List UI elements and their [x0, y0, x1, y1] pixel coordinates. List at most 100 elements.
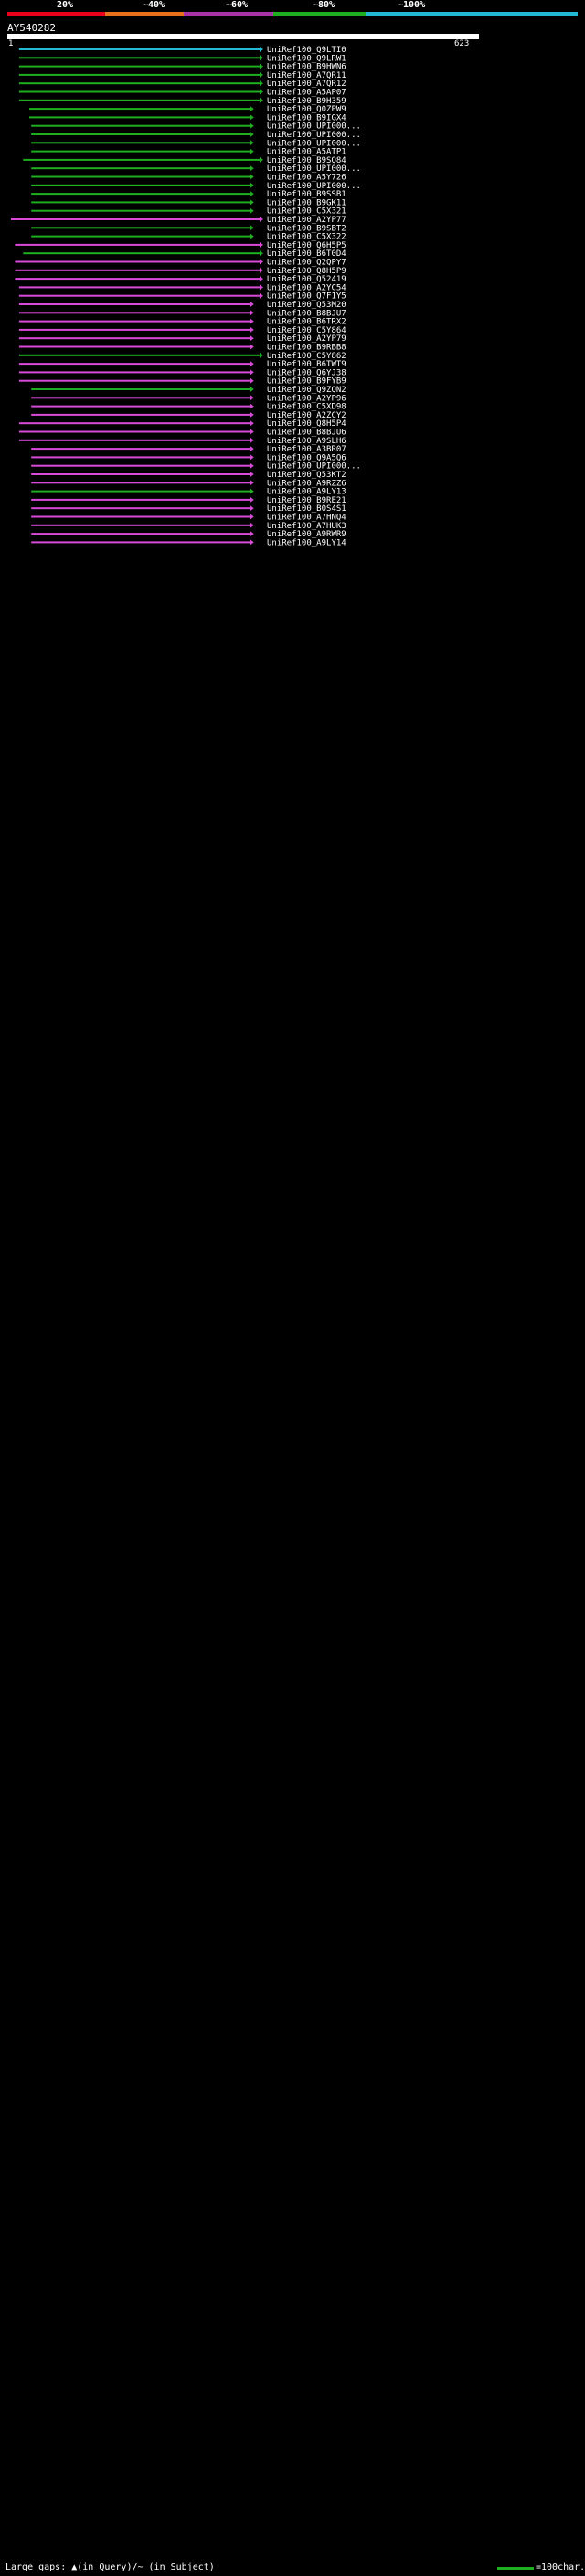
hit-label[interactable]: UniRef100_C5X321: [267, 207, 346, 217]
hit-row[interactable]: UniRef100_A9RZZ6: [31, 479, 346, 488]
hit-row[interactable]: UniRef100_A9LY14: [31, 538, 346, 547]
hit-label[interactable]: UniRef100_B8BJU6: [267, 429, 346, 438]
hit-row[interactable]: UniRef100_A2YP79: [18, 334, 346, 344]
hit-row[interactable]: UniRef100_A3BR07: [31, 445, 346, 454]
hit-label[interactable]: UniRef100_UPI000...: [267, 131, 361, 140]
hit-row[interactable]: UniRef100_UPI000...: [31, 462, 361, 472]
hit-row[interactable]: UniRef100_Q6YJ38: [18, 368, 346, 377]
hit-label[interactable]: UniRef100_C5X322: [267, 233, 346, 242]
hit-label[interactable]: UniRef100_A5Y726: [267, 174, 346, 183]
hit-row[interactable]: UniRef100_A2YP77: [10, 216, 346, 225]
hit-row[interactable]: UniRef100_B6T0D4: [23, 249, 346, 259]
hit-label[interactable]: UniRef100_Q7F1Y5: [267, 292, 346, 302]
hit-label[interactable]: UniRef100_UPI000...: [267, 122, 361, 132]
hit-label[interactable]: UniRef100_A2YC54: [267, 283, 346, 292]
hit-label[interactable]: UniRef100_Q53M20: [267, 301, 346, 310]
hit-label[interactable]: UniRef100_A7QR11: [267, 71, 346, 80]
hit-label[interactable]: UniRef100_A2ZCY2: [267, 411, 346, 420]
hit-row[interactable]: UniRef100_B9SQ84: [23, 156, 346, 165]
hit-row[interactable]: UniRef100_A7QR11: [18, 71, 346, 80]
hit-row[interactable]: UniRef100_Q53KT2: [31, 471, 346, 480]
hit-row[interactable]: UniRef100_Q9LRW1: [18, 54, 346, 63]
hit-label[interactable]: UniRef100_Q6H5P5: [267, 241, 346, 250]
hit-row[interactable]: UniRef100_B8BJU7: [18, 309, 346, 318]
hit-label[interactable]: UniRef100_Q8H5P9: [267, 267, 346, 276]
hit-label[interactable]: UniRef100_B6TRX2: [267, 318, 346, 327]
hit-label[interactable]: UniRef100_B0S4S1: [267, 504, 346, 514]
hit-row[interactable]: UniRef100_B8BJU6: [18, 429, 346, 438]
hit-row[interactable]: UniRef100_B9SSB1: [31, 190, 346, 199]
hit-row[interactable]: UniRef100_Q7F1Y5: [18, 292, 346, 302]
hit-row[interactable]: UniRef100_Q8H5P9: [15, 267, 346, 276]
hit-row[interactable]: UniRef100_A7QR12: [18, 80, 346, 89]
hit-row[interactable]: UniRef100_B9GK11: [31, 198, 346, 207]
hit-label[interactable]: UniRef100_A9RWR9: [267, 530, 346, 539]
hit-label[interactable]: UniRef100_Q6YJ38: [267, 368, 346, 377]
hit-row[interactable]: UniRef100_UPI000...: [31, 139, 361, 148]
hit-row[interactable]: UniRef100_A7HUK3: [31, 522, 346, 531]
hit-label[interactable]: UniRef100_B9IGX4: [267, 113, 346, 122]
hit-label[interactable]: UniRef100_A9LY13: [267, 488, 346, 497]
hit-label[interactable]: UniRef100_A2YP79: [267, 334, 346, 344]
hit-label[interactable]: UniRef100_UPI000...: [267, 182, 361, 191]
hit-label[interactable]: UniRef100_B9RBB8: [267, 344, 346, 353]
hit-row[interactable]: UniRef100_C5X321: [31, 207, 346, 217]
hit-row[interactable]: UniRef100_B9HWN6: [18, 63, 346, 72]
hit-label[interactable]: UniRef100_C5XD98: [267, 403, 346, 412]
hit-label[interactable]: UniRef100_Q53KT2: [267, 471, 346, 480]
hit-label[interactable]: UniRef100_B9RE21: [267, 496, 346, 505]
hit-row[interactable]: UniRef100_A9RWR9: [31, 530, 346, 539]
hit-row[interactable]: UniRef100_B6TWT9: [18, 360, 346, 369]
hit-label[interactable]: UniRef100_A5ATP1: [267, 148, 346, 157]
hit-label[interactable]: UniRef100_B8BJU7: [267, 309, 346, 318]
hit-row[interactable]: UniRef100_A9SLH6: [18, 437, 346, 446]
hit-row[interactable]: UniRef100_B0S4S1: [31, 504, 346, 514]
hit-row[interactable]: UniRef100_A5ATP1: [31, 148, 346, 157]
hit-row[interactable]: UniRef100_Q0ZPW9: [28, 105, 346, 114]
hit-row[interactable]: UniRef100_Q53M20: [18, 301, 346, 310]
hit-row[interactable]: UniRef100_A5AP07: [18, 89, 346, 98]
hit-row[interactable]: UniRef100_Q9A5Q6: [31, 453, 346, 462]
hit-row[interactable]: UniRef100_B9FYB9: [18, 377, 346, 387]
hit-label[interactable]: UniRef100_A9RZZ6: [267, 479, 346, 488]
hit-row[interactable]: UniRef100_A5Y726: [31, 174, 346, 183]
hit-label[interactable]: UniRef100_Q9LTI0: [267, 46, 346, 55]
hit-label[interactable]: UniRef100_Q8H5P4: [267, 419, 346, 429]
hit-row[interactable]: UniRef100_Q6H5P5: [15, 241, 346, 250]
hit-row[interactable]: UniRef100_B9IGX4: [28, 113, 346, 122]
hit-row[interactable]: UniRef100_C5Y862: [18, 352, 346, 361]
hit-row[interactable]: UniRef100_C5Y864: [18, 326, 346, 335]
hit-row[interactable]: UniRef100_Q52419: [15, 275, 346, 284]
hit-row[interactable]: UniRef100_A7HNQ4: [31, 514, 346, 523]
hit-label[interactable]: UniRef100_A3BR07: [267, 445, 346, 454]
hit-label[interactable]: UniRef100_Q9ZQN2: [267, 386, 346, 395]
hit-row[interactable]: UniRef100_UPI000...: [31, 182, 361, 191]
hit-label[interactable]: UniRef100_A9SLH6: [267, 437, 346, 446]
hit-row[interactable]: UniRef100_A2YP96: [31, 394, 346, 403]
hit-row[interactable]: UniRef100_C5X322: [31, 233, 346, 242]
hit-label[interactable]: UniRef100_B9FYB9: [267, 377, 346, 387]
hit-label[interactable]: UniRef100_A7HUK3: [267, 522, 346, 531]
hit-label[interactable]: UniRef100_UPI000...: [267, 164, 361, 174]
hit-label[interactable]: UniRef100_A7QR12: [267, 80, 346, 89]
hit-label[interactable]: UniRef100_A2YP96: [267, 394, 346, 403]
hit-label[interactable]: UniRef100_B9GK11: [267, 198, 346, 207]
hit-row[interactable]: UniRef100_B6TRX2: [18, 318, 346, 327]
hit-label[interactable]: UniRef100_Q52419: [267, 275, 346, 284]
hit-label[interactable]: UniRef100_Q9A5Q6: [267, 453, 346, 462]
hit-label[interactable]: UniRef100_UPI000...: [267, 462, 361, 472]
hit-label[interactable]: UniRef100_B6T0D4: [267, 249, 346, 259]
hit-label[interactable]: UniRef100_Q9LRW1: [267, 54, 346, 63]
hit-row[interactable]: UniRef100_A2YC54: [18, 283, 346, 292]
hit-label[interactable]: UniRef100_A7HNQ4: [267, 514, 346, 523]
hit-row[interactable]: UniRef100_C5XD98: [31, 403, 346, 412]
hit-label[interactable]: UniRef100_B6TWT9: [267, 360, 346, 369]
hit-row[interactable]: UniRef100_UPI000...: [31, 131, 361, 140]
hit-row[interactable]: UniRef100_UPI000...: [31, 122, 361, 132]
hit-row[interactable]: UniRef100_B9RE21: [31, 496, 346, 505]
hit-label[interactable]: UniRef100_B9SSB1: [267, 190, 346, 199]
hit-label[interactable]: UniRef100_A9LY14: [267, 538, 346, 547]
hit-label[interactable]: UniRef100_B9HWN6: [267, 63, 346, 72]
hit-row[interactable]: UniRef100_B9SBT2: [31, 224, 346, 233]
hit-label[interactable]: UniRef100_B9SQ84: [267, 156, 346, 165]
